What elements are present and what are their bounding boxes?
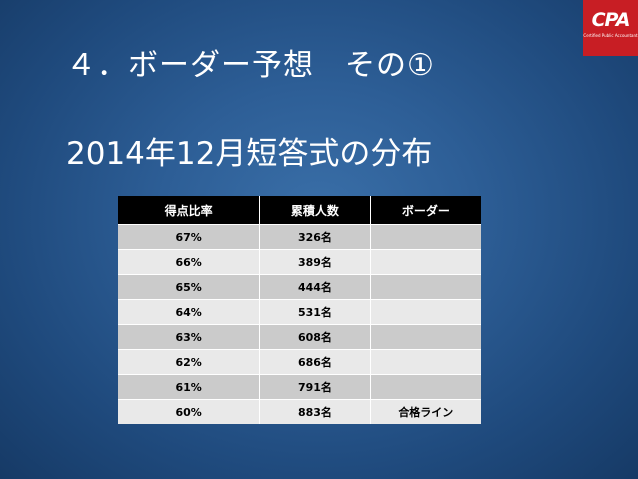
cell-cumulative-count: 686名 [259,349,371,375]
cell-cumulative-count: 608名 [259,324,371,350]
table-row: 61% 791名 [118,374,481,400]
cell-border [370,224,481,250]
table-row: 67% 326名 [118,224,481,250]
slide-title: ４．ボーダー予想 その① [66,48,435,83]
table-row: 60% 883名 合格ライン [118,399,481,424]
table-row: 64% 531名 [118,299,481,325]
logo-mark: CPA [591,9,631,31]
table-row: 66% 389名 [118,249,481,275]
cell-cumulative-count: 883名 [259,399,371,424]
cell-score-ratio: 61% [118,374,261,400]
cell-border [370,374,481,400]
slide-subtitle: 2014年12月短答式の分布 [66,136,433,172]
cell-score-ratio: 65% [118,274,261,300]
header-score-ratio: 得点比率 [118,196,261,225]
cell-score-ratio: 66% [118,249,261,275]
cell-score-ratio: 60% [118,399,261,424]
score-distribution-table: 得点比率 累積人数 ボーダー 67% 326名 66% 389名 65% 444名 64% 5… [118,196,481,424]
cell-score-ratio: 63% [118,324,261,350]
cell-cumulative-count: 791名 [259,374,371,400]
table-row: 62% 686名 [118,349,481,375]
table-row: 65% 444名 [118,274,481,300]
cell-cumulative-count: 531名 [259,299,371,325]
cell-border [370,249,481,275]
cell-border [370,274,481,300]
header-cumulative-count: 累積人数 [259,196,371,225]
cell-border [370,349,481,375]
cell-border [370,299,481,325]
cell-score-ratio: 67% [118,224,261,250]
cell-cumulative-count: 389名 [259,249,371,275]
table-row: 63% 608名 [118,324,481,350]
cell-border [370,324,481,350]
table-body: 67% 326名 66% 389名 65% 444名 64% 531名 63% 608名 62% 68… [118,224,481,424]
cpa-logo: CPA Certified Public Accountant [583,0,638,56]
cell-border: 合格ライン [370,399,481,424]
cell-cumulative-count: 326名 [259,224,371,250]
cell-score-ratio: 64% [118,299,261,325]
table-header-row: 得点比率 累積人数 ボーダー [118,196,481,225]
header-border: ボーダー [370,196,481,225]
cell-score-ratio: 62% [118,349,261,375]
logo-caption: Certified Public Accountant [583,33,638,38]
cell-cumulative-count: 444名 [259,274,371,300]
